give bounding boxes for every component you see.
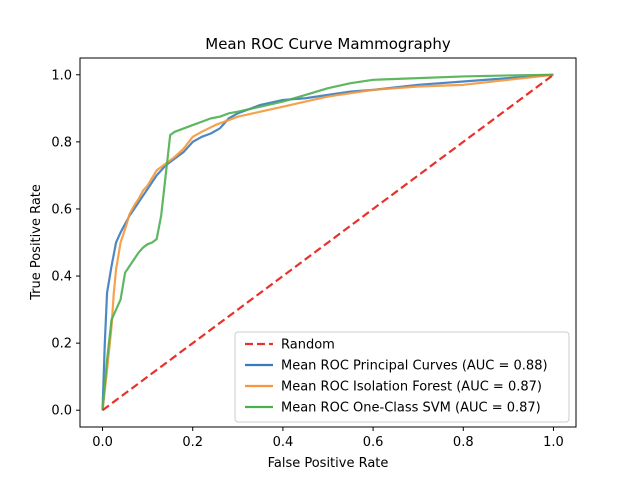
axis-ticks: 0.0 0.2 0.4 0.6 0.8 1.0 0.0 0.2 0.4 0.6 0.8 1.0: [51, 68, 563, 450]
y-tick-label: 0.4: [51, 270, 72, 285]
x-axis-label: False Positive Rate: [268, 456, 389, 471]
legend-label: Random: [281, 338, 335, 353]
y-tick-label: 0.2: [51, 337, 72, 352]
y-tick-label: 0.6: [51, 202, 72, 217]
y-axis-label: True Positive Rate: [29, 184, 44, 301]
legend-box: [234, 331, 570, 423]
y-tick-label: 0.0: [51, 404, 72, 419]
x-tick-label: 0.0: [92, 435, 113, 450]
series-line-0: [101, 73, 555, 412]
series-line-3: [101, 73, 554, 411]
legend-label: Mean ROC Principal Curves (AUC = 0.88): [281, 359, 548, 374]
legend-label: Mean ROC One-Class SVM (AUC = 0.87): [281, 401, 541, 416]
x-tick-label: 0.8: [453, 435, 474, 450]
x-tick-label: 1.0: [543, 435, 564, 450]
chart-title: Mean ROC Curve Mammography: [205, 35, 451, 53]
y-tick-label: 1.0: [51, 68, 72, 83]
x-tick-label: 0.4: [273, 435, 294, 450]
plot-frame: [79, 57, 577, 428]
series-line-1: [101, 73, 554, 411]
x-tick-label: 0.2: [182, 435, 203, 450]
legend-label: Mean ROC Isolation Forest (AUC = 0.87): [281, 380, 542, 395]
plot-area: [101, 73, 555, 412]
y-tick-label: 0.8: [51, 135, 72, 150]
legend: Random Mean ROC Principal Curves (AUC = 0…: [234, 331, 570, 423]
series-line-2: [101, 73, 554, 411]
x-tick-label: 0.6: [363, 435, 384, 450]
